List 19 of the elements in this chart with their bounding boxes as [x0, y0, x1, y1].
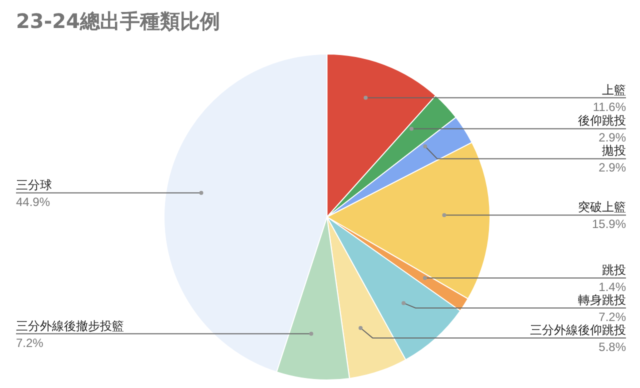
data-label: 15.9% [592, 217, 626, 232]
data-label: 7.2% [16, 336, 44, 350]
data-label: 5.8% [598, 340, 626, 354]
data-label: 7.2% [598, 310, 626, 324]
slice-label: 後仰跳投 [578, 114, 626, 128]
data-label: 2.9% [598, 130, 626, 145]
slice-label: 三分外線後撤步投籃 [16, 318, 124, 333]
data-label: 44.9% [16, 194, 50, 209]
slice-label: 轉身跳投 [578, 292, 626, 307]
slice-label: 三分外線後仰跳投 [530, 322, 626, 337]
slice-label: 拋投 [602, 144, 626, 158]
data-label: 2.9% [598, 160, 626, 175]
data-label: 11.6% [592, 100, 626, 114]
slice-label: 突破上籃 [578, 200, 626, 214]
slice-label: 上籃 [602, 82, 626, 97]
data-label: 1.4% [598, 280, 626, 294]
slice-label: 跳投 [602, 262, 626, 277]
chart-title: 23-24總出手種類比例 [16, 8, 220, 35]
slice-label: 三分球 [16, 178, 52, 192]
